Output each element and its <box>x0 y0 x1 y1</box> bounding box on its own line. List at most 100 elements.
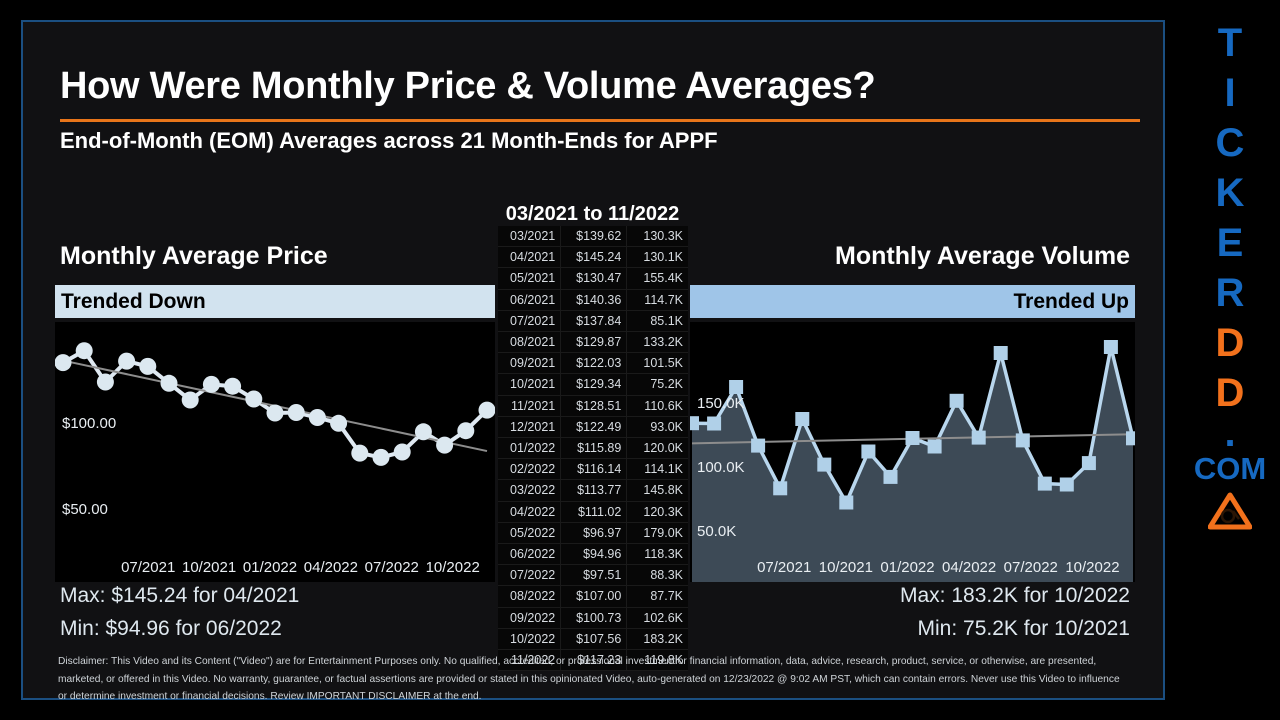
table-cell-price: $113.77 <box>560 479 628 502</box>
table-cell-month: 10/2022 <box>498 628 562 651</box>
brand-letter: K <box>1215 171 1245 215</box>
table-cell-month: 06/2022 <box>498 543 562 566</box>
brand-letter: C <box>1215 121 1245 165</box>
eom-averages-table: 03/2021 $139.62 130.3K 04/2021 $145.24 130.1K… <box>498 226 688 672</box>
brand-watermark: T I C K E R D D. COM <box>1190 18 1270 678</box>
price-data-point <box>160 374 178 392</box>
table-row: 08/2021 $129.87 133.2K <box>498 331 688 354</box>
volume-data-point <box>729 380 744 394</box>
volume-data-point <box>971 430 986 445</box>
table-cell-volume: 183.2K <box>626 628 688 651</box>
volume-max-label: Max: 183.2K for 10/2022 <box>900 584 1130 607</box>
price-data-point <box>351 444 369 462</box>
volume-data-point <box>927 439 942 454</box>
table-row: 01/2022 $115.89 120.0K <box>498 437 688 460</box>
volume-data-point <box>817 457 832 472</box>
brand-letter: E <box>1216 221 1244 265</box>
price-data-point <box>414 423 432 441</box>
table-cell-price: $122.49 <box>560 416 628 439</box>
table-cell-month: 09/2021 <box>498 352 562 375</box>
table-cell-volume: 179.0K <box>626 522 688 545</box>
volume-data-point <box>707 416 722 431</box>
price-x-tick: 07/2022 <box>364 559 419 576</box>
table-cell-volume: 114.7K <box>626 289 688 311</box>
brand-letter: I <box>1224 71 1236 115</box>
brand-letter: R <box>1215 271 1245 315</box>
volume-data-point <box>1037 476 1052 491</box>
volume-data-point <box>839 495 854 510</box>
table-cell-month: 05/2021 <box>498 267 562 290</box>
price-y-tick-0: $100.00 <box>62 415 117 432</box>
volume-x-tick: 01/2022 <box>880 559 935 576</box>
table-row: 07/2022 $97.51 88.3K <box>498 564 688 587</box>
table-row: 05/2022 $96.97 179.0K <box>498 522 688 545</box>
price-data-point <box>457 422 475 440</box>
table-cell-month: 11/2021 <box>498 395 562 417</box>
price-y-tick-1: $50.00 <box>62 501 108 518</box>
table-row: 10/2022 $107.56 183.2K <box>498 628 688 651</box>
table-cell-month: 08/2021 <box>498 331 562 354</box>
brand-letter: T <box>1217 21 1243 65</box>
price-data-point <box>330 414 348 432</box>
price-data-point <box>181 391 199 409</box>
price-min-label: Min: $94.96 for 06/2022 <box>60 617 282 640</box>
table-cell-volume: 85.1K <box>626 310 688 333</box>
table-cell-price: $145.24 <box>560 246 628 269</box>
disclaimer-text: Disclaimer: This Video and its Content (… <box>58 656 1120 702</box>
price-data-point <box>266 404 284 422</box>
price-data-point <box>96 373 114 391</box>
price-data-point <box>118 352 136 370</box>
table-cell-volume: 120.0K <box>626 437 688 460</box>
volume-data-point <box>1015 433 1030 448</box>
table-row: 03/2021 $139.62 130.3K <box>498 226 688 248</box>
table-row: 02/2022 $116.14 114.1K <box>498 458 688 481</box>
table-cell-volume: 133.2K <box>626 331 688 354</box>
table-cell-volume: 130.3K <box>626 226 688 248</box>
brand-letter: D <box>1215 321 1245 365</box>
table-cell-month: 03/2021 <box>498 226 562 248</box>
volume-x-tick: 07/2021 <box>757 559 812 576</box>
table-row: 08/2022 $107.00 87.7K <box>498 585 688 608</box>
table-cell-month: 11/2022 <box>498 649 562 672</box>
page-title: How Were Monthly Price & Volume Averages… <box>60 65 876 107</box>
price-data-point <box>202 375 220 393</box>
title-underline <box>60 119 1140 122</box>
table-cell-price: $137.84 <box>560 310 628 333</box>
table-cell-volume: 102.6K <box>626 607 688 629</box>
table-cell-price: $111.02 <box>560 501 628 523</box>
table-cell-volume: 75.2K <box>626 373 688 396</box>
table-cell-price: $140.36 <box>560 289 628 311</box>
volume-data-point <box>1103 340 1118 354</box>
volume-data-point <box>861 444 876 459</box>
volume-trend-badge: Trended Up <box>690 285 1135 318</box>
table-cell-month: 02/2022 <box>498 458 562 481</box>
table-cell-month: 09/2022 <box>498 607 562 629</box>
table-cell-price: $117.23 <box>560 649 628 672</box>
table-title: 03/2021 to 11/2022 <box>505 203 680 225</box>
volume-data-point <box>1126 431 1135 446</box>
table-cell-volume: 87.7K <box>626 585 688 608</box>
price-data-point <box>308 409 326 426</box>
volume-data-point <box>690 416 699 431</box>
table-cell-month: 04/2021 <box>498 246 562 269</box>
table-cell-volume: 120.3K <box>626 501 688 523</box>
table-row: 10/2021 $129.34 75.2K <box>498 373 688 396</box>
table-row: 04/2022 $111.02 120.3K <box>498 501 688 523</box>
table-row: 03/2022 $113.77 145.8K <box>498 479 688 502</box>
price-data-point <box>287 404 305 421</box>
price-data-point <box>55 354 72 372</box>
table-cell-price: $139.62 <box>560 226 628 248</box>
table-cell-volume: 101.5K <box>626 352 688 375</box>
price-data-point <box>75 342 93 360</box>
table-cell-price: $115.89 <box>560 437 628 460</box>
price-data-point <box>224 377 242 395</box>
table-cell-volume: 130.1K <box>626 246 688 269</box>
table-cell-price: $129.34 <box>560 373 628 396</box>
table-cell-volume: 119.8K <box>626 649 688 672</box>
volume-chart-svg <box>690 340 1135 582</box>
table-cell-volume: 110.6K <box>626 395 688 417</box>
volume-data-point <box>1059 477 1074 492</box>
volume-min-label: Min: 75.2K for 10/2021 <box>917 617 1130 640</box>
volume-data-point <box>993 346 1008 360</box>
table-cell-month: 07/2021 <box>498 310 562 333</box>
